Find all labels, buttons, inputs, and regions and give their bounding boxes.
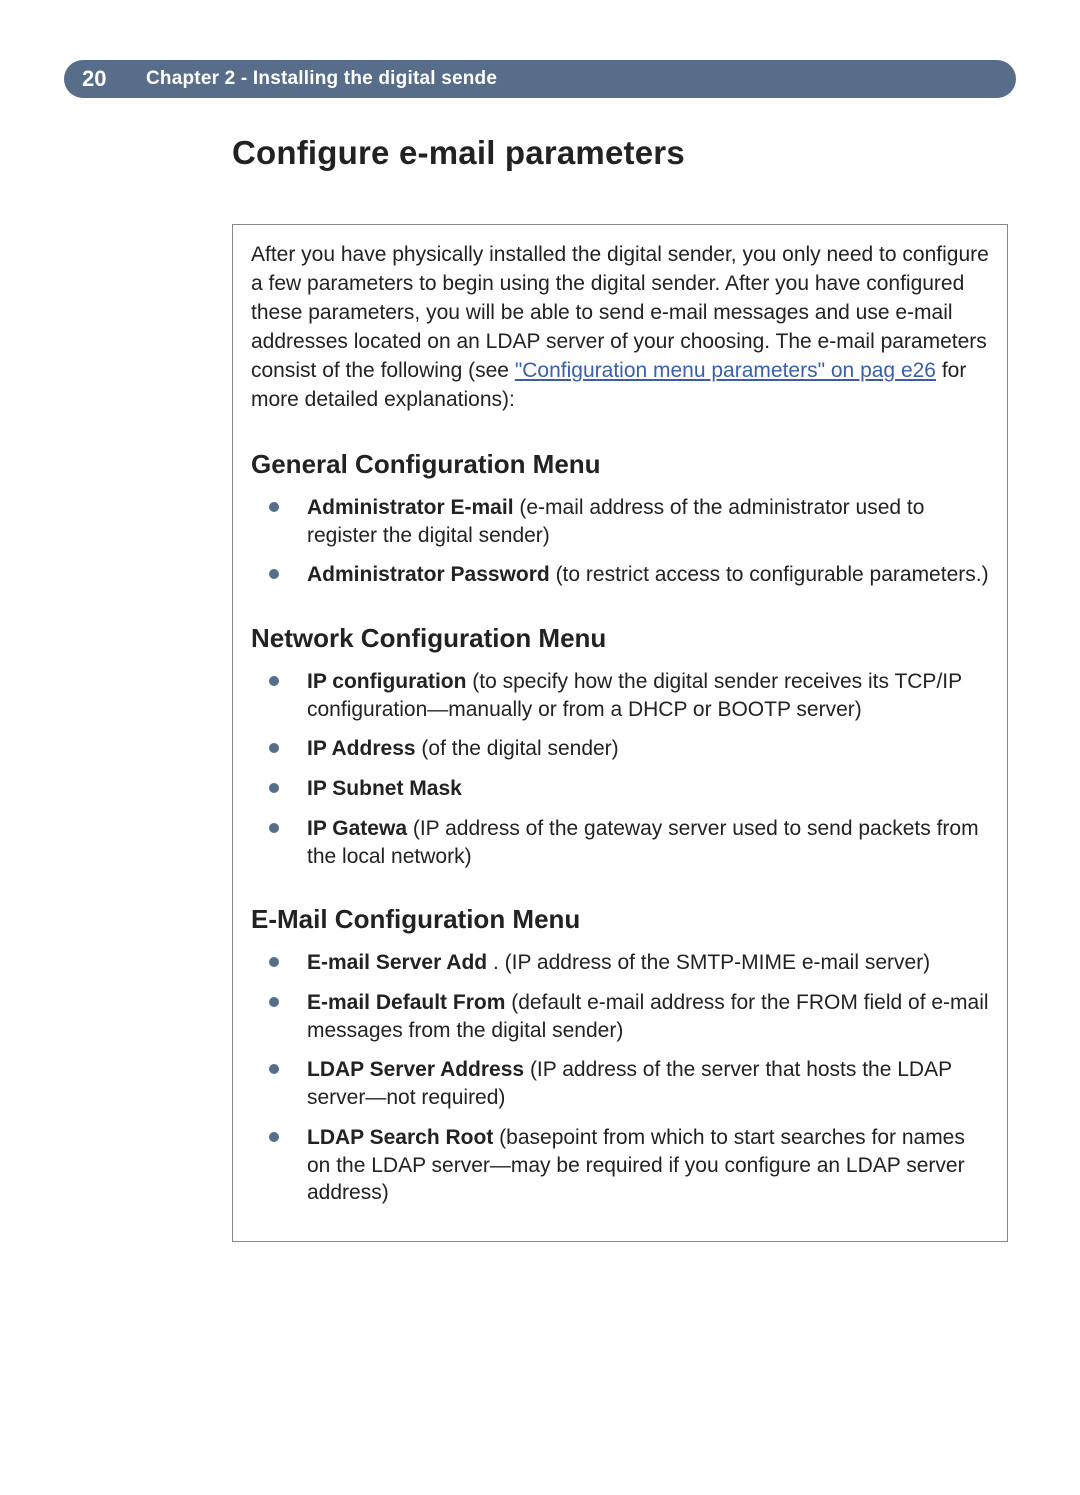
param-term: LDAP Search Root xyxy=(307,1126,493,1149)
param-term: E-mail Server Add xyxy=(307,951,487,974)
content-column: Configure e-mail parameters After you ha… xyxy=(232,134,1008,1242)
list-item: LDAP Server Address (IP address of the s… xyxy=(251,1056,989,1111)
param-term: IP Gatewa xyxy=(307,817,407,840)
param-desc: . (IP address of the SMTP-MIME e-mail se… xyxy=(487,951,930,974)
document-page: 20 Chapter 2 - Installing the digital se… xyxy=(0,0,1080,1495)
param-desc: (to restrict access to configurable para… xyxy=(550,563,989,586)
param-term: E-mail Default From xyxy=(307,991,505,1014)
chapter-title: Chapter 2 - Installing the digital sende xyxy=(146,68,497,90)
param-term: Administrator E-mail xyxy=(307,496,514,519)
list-item: IP Gatewa (IP address of the gateway ser… xyxy=(251,815,989,870)
list-item: IP configuration (to specify how the dig… xyxy=(251,668,989,723)
section-heading-email: E-Mail Configuration Menu xyxy=(251,904,989,935)
list-item: Administrator E-mail (e-mail address of … xyxy=(251,494,989,549)
list-item: IP Address (of the digital sender) xyxy=(251,735,989,763)
chapter-header-bar: 20 Chapter 2 - Installing the digital se… xyxy=(64,60,1016,98)
param-term: IP Address xyxy=(307,737,416,760)
param-term: Administrator Password xyxy=(307,563,550,586)
list-item: IP Subnet Mask xyxy=(251,775,989,803)
config-menu-params-link[interactable]: "Configuration menu parameters" on pag e… xyxy=(515,359,936,382)
param-term: LDAP Server Address xyxy=(307,1058,524,1081)
param-list-network: IP configuration (to specify how the dig… xyxy=(251,668,989,870)
param-desc: (of the digital sender) xyxy=(416,737,619,760)
page-title: Configure e-mail parameters xyxy=(232,134,1008,172)
list-item: E-mail Server Add . (IP address of the S… xyxy=(251,949,989,977)
intro-paragraph: After you have physically installed the … xyxy=(251,241,989,415)
param-term: IP Subnet Mask xyxy=(307,777,462,800)
list-item: E-mail Default From (default e-mail addr… xyxy=(251,989,989,1044)
section-heading-network: Network Configuration Menu xyxy=(251,623,989,654)
list-item: LDAP Search Root (basepoint from which t… xyxy=(251,1124,989,1207)
param-desc: (IP address of the gateway server used t… xyxy=(307,817,979,868)
param-term: IP configuration xyxy=(307,670,466,693)
page-number: 20 xyxy=(82,66,126,92)
list-item: Administrator Password (to restrict acce… xyxy=(251,561,989,589)
body-box: After you have physically installed the … xyxy=(232,224,1008,1242)
section-heading-general: General Configuration Menu xyxy=(251,449,989,480)
param-list-general: Administrator E-mail (e-mail address of … xyxy=(251,494,989,589)
param-list-email: E-mail Server Add . (IP address of the S… xyxy=(251,949,989,1207)
